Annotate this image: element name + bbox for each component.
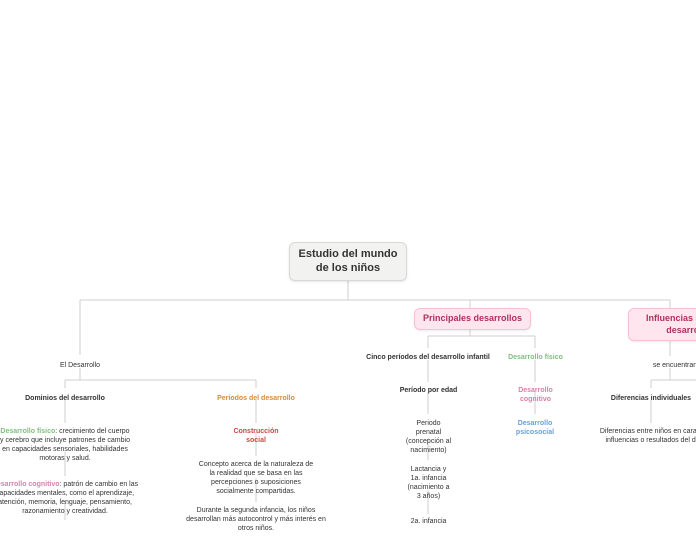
- fisico-desc: Desarrollo físico: crecimiento del cuerp…: [0, 423, 140, 467]
- diferencias-desc: Diferencias entre niños en característic…: [585, 423, 696, 449]
- construccion-heading: Construcción social: [215, 423, 297, 449]
- principales-node[interactable]: Principales desarrollos: [414, 308, 531, 330]
- influencias-l2: desarrollo: [637, 325, 696, 337]
- desarrollo-cognitivo-heading: Desarrollo cognitivo: [494, 382, 577, 408]
- desarrollo-fisico-heading: Desarrollo físico: [498, 349, 573, 366]
- dominios-heading: Dominios del desarrollo: [10, 390, 120, 407]
- diferencias-heading: Diferencias individuales: [600, 390, 696, 407]
- prenatal-l3: nacimiento): [403, 446, 454, 455]
- prenatal-l1: Periodo prenatal: [403, 419, 454, 437]
- concepto-desc: Concepto acerca de la naturaleza de la r…: [190, 456, 322, 500]
- fisico-lead: Desarrollo físico: [0, 428, 55, 435]
- lactancia-l3: (nacimiento a: [405, 483, 452, 492]
- lactancia-l4: 3 años): [405, 492, 452, 501]
- cognitivo-desc: Desarrollo cognitivo: patrón de cambio e…: [0, 476, 150, 520]
- lactancia-node: Lactancia y 1a. infancia (nacimiento a 3…: [397, 461, 460, 505]
- root-line1: Estudio del mundo: [298, 247, 398, 261]
- prenatal-l2: (concepción al: [403, 437, 454, 446]
- lactancia-l2: 1a. infancia: [405, 474, 452, 483]
- desarrollo-psicosocial-heading: Desarrollo psicosocial: [490, 415, 580, 441]
- root-line2: de los niños: [298, 261, 398, 275]
- segunda-infancia-node: 2a. infancia: [400, 513, 457, 530]
- influencias-node[interactable]: Influencias sobre el desarrollo: [628, 308, 696, 341]
- cinco-periodos-heading: Cinco períodos del desarrollo infantil: [358, 349, 498, 366]
- periodos-heading: Períodos del desarrollo: [200, 390, 312, 407]
- prenatal-node: Periodo prenatal (concepción al nacimien…: [395, 415, 462, 459]
- root-node[interactable]: Estudio del mundo de los niños: [289, 242, 407, 281]
- cognitivo-lead: Desarrollo cognitivo: [0, 481, 60, 488]
- se-encuentran-label: se encuentran: [640, 357, 696, 374]
- periodo-por-edad-heading: Período por edad: [390, 382, 467, 399]
- influencias-l1: Influencias sobre el: [637, 313, 696, 325]
- lactancia-l1: Lactancia y: [405, 465, 452, 474]
- el-desarrollo-label: El Desarrollo: [40, 357, 120, 374]
